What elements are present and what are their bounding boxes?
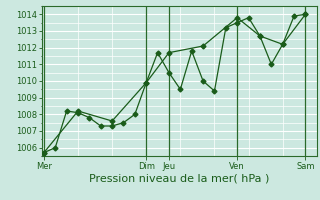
X-axis label: Pression niveau de la mer( hPa ): Pression niveau de la mer( hPa ): [89, 173, 269, 183]
